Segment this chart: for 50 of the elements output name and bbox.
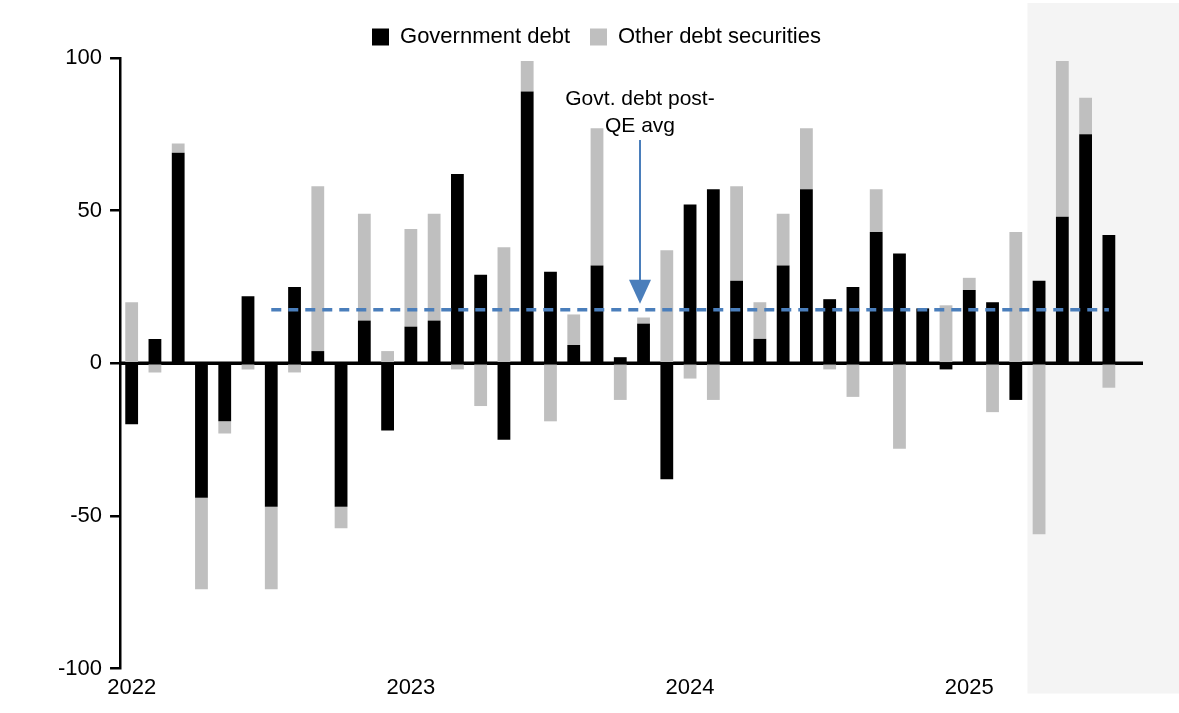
bar bbox=[171, 143, 185, 153]
y-tick-label: -50 bbox=[70, 502, 103, 528]
x-tick-label: 2025 bbox=[944, 673, 994, 699]
bar bbox=[381, 351, 394, 363]
bar bbox=[683, 364, 697, 379]
bar bbox=[869, 189, 883, 233]
legend-label: Government debt bbox=[400, 23, 570, 49]
bar bbox=[1102, 364, 1116, 388]
y-tick-label: 100 bbox=[65, 44, 103, 70]
bar bbox=[962, 277, 976, 291]
bar bbox=[753, 302, 767, 339]
legend-label: Other debt securities bbox=[618, 23, 821, 49]
annotation: Govt. debt post-QE avg bbox=[564, 85, 716, 138]
x-tick-label: 2024 bbox=[665, 673, 715, 699]
bar bbox=[474, 364, 488, 407]
bar bbox=[846, 364, 860, 397]
y-tick-label: 50 bbox=[77, 196, 103, 222]
bar bbox=[1032, 364, 1046, 535]
bar bbox=[567, 314, 581, 345]
bar bbox=[706, 364, 720, 400]
bar bbox=[986, 364, 999, 413]
bar bbox=[1009, 232, 1023, 363]
bar bbox=[125, 302, 139, 363]
bar bbox=[730, 186, 743, 281]
bar bbox=[939, 305, 953, 363]
bar bbox=[800, 128, 813, 190]
bar bbox=[264, 506, 278, 590]
bar bbox=[1055, 61, 1069, 217]
bar bbox=[520, 61, 534, 92]
bar bbox=[497, 247, 511, 363]
bar bbox=[613, 364, 627, 400]
bar bbox=[334, 506, 348, 529]
bar bbox=[195, 497, 208, 590]
bar bbox=[776, 213, 790, 266]
bar bbox=[218, 421, 232, 434]
y-tick-label: -100 bbox=[57, 654, 103, 680]
y-tick-label: 0 bbox=[89, 349, 103, 375]
bar bbox=[893, 364, 906, 449]
bar bbox=[590, 128, 604, 266]
bar bbox=[1079, 97, 1093, 135]
bar bbox=[404, 228, 418, 327]
x-tick-label: 2023 bbox=[386, 673, 436, 699]
bar bbox=[637, 317, 650, 324]
bar bbox=[427, 213, 441, 321]
bar bbox=[660, 250, 674, 363]
bar bbox=[288, 364, 301, 373]
x-tick-label: 2022 bbox=[107, 673, 157, 699]
bar bbox=[357, 213, 371, 321]
bar bbox=[544, 364, 557, 422]
bar bbox=[311, 186, 325, 352]
